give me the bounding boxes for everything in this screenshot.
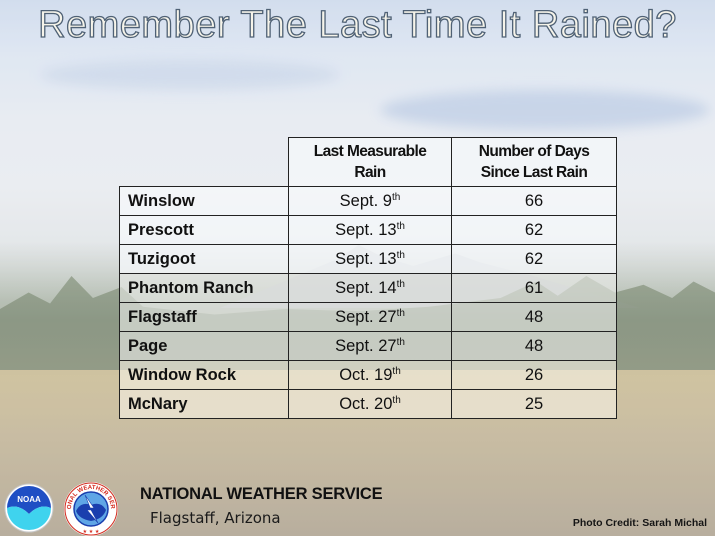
location-cell: Phantom Ranch <box>119 273 289 303</box>
date-cell: Sept. 14th <box>288 273 452 303</box>
location-cell: Prescott <box>119 215 289 245</box>
location-cell: Flagstaff <box>119 302 289 332</box>
photo-credit: Photo Credit: Sarah Michal <box>572 517 707 529</box>
date-cell: Sept. 27th <box>288 302 452 332</box>
date-cell: Sept. 13th <box>288 215 452 245</box>
days-cell: 25 <box>451 389 617 419</box>
date-cell: Sept. 27th <box>288 331 452 361</box>
agency-name: NATIONAL WEATHER SERVICE <box>140 485 383 503</box>
table-row: McNary Oct. 20th 25 <box>119 389 617 419</box>
table-row: Tuzigoot Sept. 13th 62 <box>119 244 617 274</box>
table-row: Phantom Ranch Sept. 14th 61 <box>119 273 617 303</box>
location-cell: McNary <box>119 389 289 419</box>
header-last-rain: Last Measurable Rain <box>288 137 452 187</box>
sky-streak <box>40 60 340 90</box>
noaa-logo-icon: NOAA <box>4 483 54 533</box>
table-row: Prescott Sept. 13th 62 <box>119 215 617 245</box>
office-location: Flagstaff, Arizona <box>150 509 281 527</box>
days-cell: 48 <box>451 331 617 361</box>
date-cell: Sept. 9th <box>288 186 452 216</box>
days-cell: 62 <box>451 215 617 245</box>
svg-text:★ ★ ★: ★ ★ ★ <box>83 529 100 535</box>
date-cell: Oct. 20th <box>288 389 452 419</box>
header-days-since: Number of Days Since Last Rain <box>451 137 617 187</box>
table-header-row: Last Measurable Rain Number of Days Sinc… <box>120 137 617 187</box>
table-row: Window Rock Oct. 19th 26 <box>119 360 617 390</box>
days-cell: 62 <box>451 244 617 274</box>
table-row: Flagstaff Sept. 27th 48 <box>119 302 617 332</box>
sky-streak <box>380 90 710 130</box>
svg-text:NOAA: NOAA <box>17 495 41 504</box>
location-cell: Tuzigoot <box>119 244 289 274</box>
days-cell: 61 <box>451 273 617 303</box>
nws-logo-icon: NATIONAL WEATHER SERVICE ★ ★ ★ <box>63 481 118 536</box>
table-row: Winslow Sept. 9th 66 <box>119 186 617 216</box>
days-cell: 48 <box>451 302 617 332</box>
date-cell: Sept. 13th <box>288 244 452 274</box>
location-cell: Page <box>119 331 289 361</box>
rain-table: Last Measurable Rain Number of Days Sinc… <box>119 137 617 419</box>
days-cell: 26 <box>451 360 617 390</box>
table-row: Page Sept. 27th 48 <box>119 331 617 361</box>
date-cell: Oct. 19th <box>288 360 452 390</box>
location-cell: Window Rock <box>119 360 289 390</box>
days-cell: 66 <box>451 186 617 216</box>
page-title: Remember The Last Time It Rained? <box>37 3 677 46</box>
location-cell: Winslow <box>119 186 289 216</box>
header-location <box>120 138 289 187</box>
